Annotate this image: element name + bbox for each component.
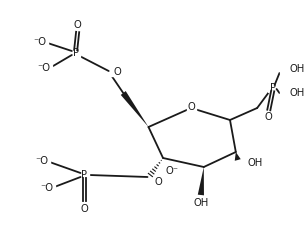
Bar [71, 49, 80, 57]
Bar [158, 167, 174, 174]
Polygon shape [121, 91, 148, 127]
Bar [264, 113, 273, 121]
Bar [192, 200, 210, 207]
Bar [108, 69, 117, 76]
Text: O: O [74, 20, 81, 30]
Text: O: O [265, 112, 273, 122]
Bar [73, 22, 82, 28]
Text: OH: OH [289, 88, 304, 98]
Bar [32, 39, 48, 46]
Text: OH: OH [289, 64, 304, 74]
Bar [281, 89, 298, 97]
Bar [38, 185, 55, 191]
Bar [80, 204, 89, 212]
Bar [268, 85, 277, 91]
Text: OH: OH [193, 198, 208, 208]
Text: OH: OH [248, 158, 263, 168]
Text: O: O [80, 204, 88, 214]
Text: ⁻O: ⁻O [40, 183, 53, 193]
Text: ⁻O: ⁻O [33, 37, 46, 47]
Bar [239, 159, 256, 167]
Bar [33, 158, 50, 164]
Bar [80, 171, 89, 179]
Text: O: O [187, 102, 195, 112]
Text: P: P [73, 48, 79, 58]
Polygon shape [235, 152, 241, 161]
Text: O⁻: O⁻ [166, 166, 179, 176]
Text: P: P [270, 83, 276, 93]
Text: O: O [154, 177, 162, 187]
Polygon shape [198, 167, 204, 195]
Text: ⁻O: ⁻O [37, 63, 50, 73]
Text: ⁻O: ⁻O [35, 156, 48, 166]
Bar [150, 177, 159, 185]
Bar [187, 103, 196, 110]
Bar [35, 64, 52, 72]
Text: O: O [114, 67, 121, 77]
Bar [281, 66, 298, 73]
Text: P: P [81, 170, 88, 180]
